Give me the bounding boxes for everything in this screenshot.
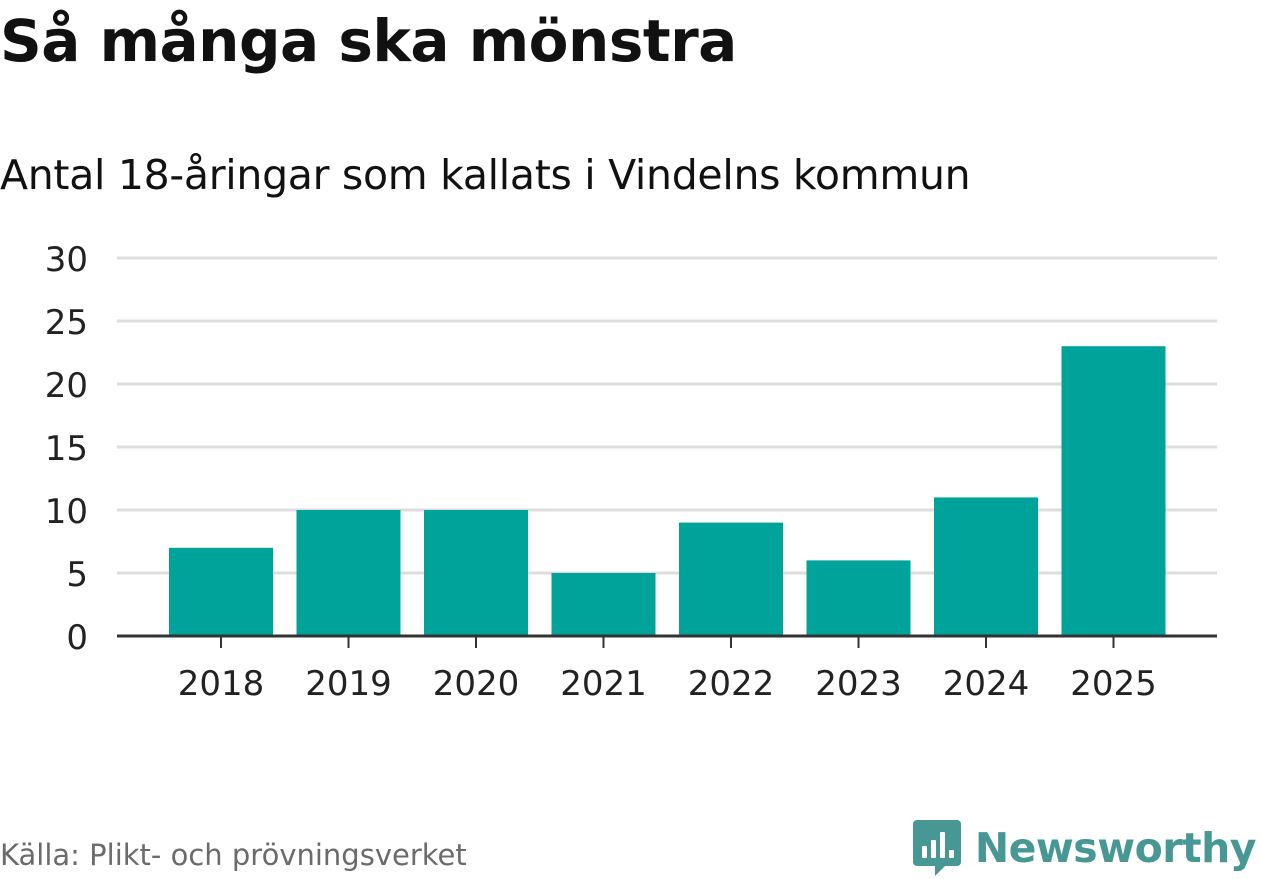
chart-subtitle: Antal 18-åringar som kallats i Vindelns … — [0, 151, 971, 199]
y-tick-label: 25 — [45, 303, 88, 343]
newsworthy-logo-icon — [912, 820, 961, 876]
chart-title: Så många ska mönstra — [0, 7, 737, 75]
x-tick-label: 2019 — [305, 664, 392, 704]
y-tick-label: 30 — [45, 240, 88, 280]
bar-2022 — [679, 522, 783, 636]
y-tick-label: 15 — [45, 429, 88, 469]
x-tick-label: 2020 — [433, 664, 520, 704]
x-tick-label: 2018 — [178, 664, 265, 704]
bars — [169, 346, 1166, 636]
x-tick-label: 2022 — [688, 664, 775, 704]
y-tick-label: 20 — [45, 366, 88, 406]
bar-2024 — [934, 497, 1038, 636]
y-tick-label: 10 — [45, 492, 88, 532]
newsworthy-logo: Newsworthy — [911, 818, 1257, 878]
bar-2019 — [296, 510, 401, 636]
x-tick-label: 2021 — [560, 664, 647, 704]
source-note: Källa: Plikt- och prövningsverket — [0, 838, 467, 872]
bar-2018 — [169, 547, 273, 636]
gridlines — [117, 256, 1217, 575]
y-axis-labels: 0 5 10 15 20 25 30 — [45, 240, 88, 658]
x-tick-label: 2025 — [1070, 664, 1157, 704]
y-tick-label: 5 — [66, 555, 88, 595]
y-tick-label: 0 — [66, 618, 88, 658]
newsworthy-logo-text: Newsworthy — [974, 824, 1257, 872]
bar-2023 — [806, 560, 911, 636]
x-axis-labels: 2018 2019 2020 2021 2022 2023 2024 2025 — [178, 664, 1157, 704]
bar-2021 — [551, 573, 656, 636]
bar-2025 — [1061, 346, 1166, 636]
x-tick-label: 2023 — [815, 664, 902, 704]
x-axis — [117, 634, 1217, 648]
x-tick-label: 2024 — [943, 664, 1030, 704]
bar-2020 — [424, 510, 528, 636]
